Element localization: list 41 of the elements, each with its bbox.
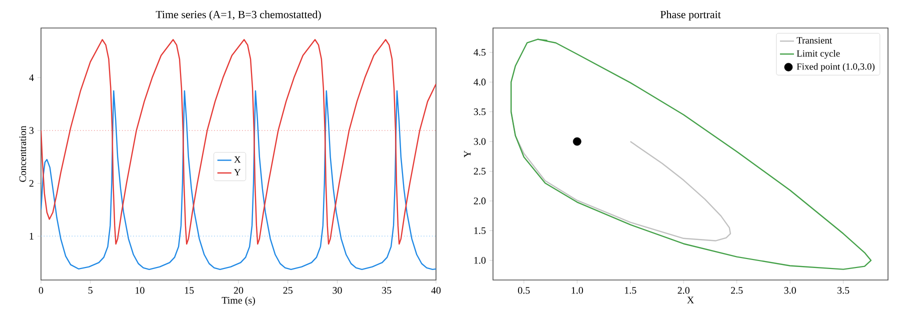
x-tick-label: 1.5 xyxy=(624,287,636,294)
line-series xyxy=(41,90,436,270)
legend-label: X xyxy=(234,156,241,163)
x-tick-label: 2.0 xyxy=(678,287,690,294)
x-tick-label: 35 xyxy=(382,287,392,294)
x-tick-label: 40 xyxy=(431,287,441,294)
chart-title: Time series (A=1, B=3 chemostatted) xyxy=(156,10,321,20)
y-tick-label: 1.5 xyxy=(474,227,486,234)
legend-label: Y xyxy=(234,169,241,176)
y-tick-label: 2.5 xyxy=(474,168,486,175)
x-tick-label: 0 xyxy=(38,287,44,294)
x-axis-title: X xyxy=(687,296,694,304)
y-tick-label: 2.0 xyxy=(474,198,486,204)
x-tick-label: 3.5 xyxy=(838,287,850,294)
x-tick-label: 3.0 xyxy=(784,287,796,294)
y-tick-label: 4.5 xyxy=(474,49,486,56)
y-axis-title: Y xyxy=(464,150,471,158)
line-series xyxy=(41,39,436,245)
y-tick-label: 3.5 xyxy=(474,108,486,116)
y-tick-label: 4 xyxy=(29,74,34,81)
legend-label: Transient xyxy=(796,37,832,44)
x-axis-title: Time (s) xyxy=(222,296,255,306)
chart-title: Phase portrait xyxy=(660,10,721,20)
x-tick-label: 25 xyxy=(283,287,292,294)
y-tick-label: 3 xyxy=(29,127,34,134)
x-tick-label: 0.5 xyxy=(518,287,530,294)
legend-label: Fixed point (1.0,3.0) xyxy=(796,63,875,72)
y-tick-label: 2 xyxy=(29,180,34,187)
x-tick-label: 1.0 xyxy=(572,287,583,294)
x-tick-label: 15 xyxy=(185,287,194,294)
x-tick-label: 5 xyxy=(88,287,92,294)
y-tick-label: 3.0 xyxy=(474,138,486,145)
y-tick-label: 1 xyxy=(30,232,34,240)
y-tick-label: 1.0 xyxy=(474,256,486,264)
x-tick-label: 2.5 xyxy=(731,287,743,294)
x-tick-label: 30 xyxy=(332,287,342,294)
y-tick-label: 4.0 xyxy=(474,78,486,86)
x-tick-label: 20 xyxy=(234,287,244,294)
y-axis-title: Concentration xyxy=(19,126,26,182)
legend-label: Limit cycle xyxy=(796,50,840,59)
x-tick-label: 10 xyxy=(136,287,144,294)
